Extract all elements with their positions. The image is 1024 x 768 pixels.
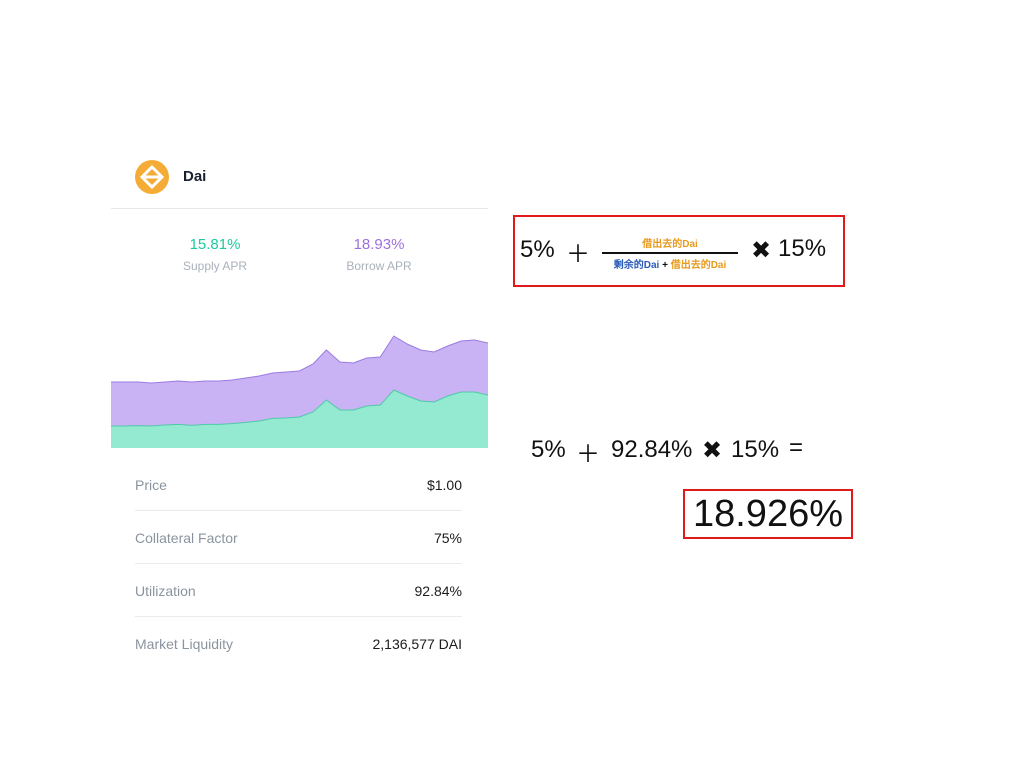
supply-apr-label: Supply APR [182,259,248,273]
dai-diamond-icon [135,160,169,194]
calc-times: ✖ [702,437,723,464]
denominator-remaining-dai: 剩余的Dai [613,260,660,271]
result-highlight-box: 18.926% [683,489,853,539]
utilization-label: Utilization [135,583,196,599]
borrow-apr-value: 18.93% [353,236,405,253]
formula-multiplier: 15% [778,235,827,262]
stat-row-market-liquidity: Market Liquidity 2,136,577 DAI [135,617,462,669]
collateral-factor-label: Collateral Factor [135,530,238,546]
chart-area-series-1 [111,390,488,448]
result-value: 18.926% [692,493,843,535]
formula-numerator: 借出去的Dai [642,239,698,250]
market-card: Dai 15.81% Supply APR 18.93% Borrow APR … [111,150,488,670]
supply-apr: 15.81% Supply APR [145,236,285,273]
formula-base-rate: 5% [520,236,555,263]
formula-highlight-box [513,215,845,287]
card-header: Dai [111,150,488,209]
stat-row-utilization: Utilization 92.84% [135,564,462,617]
calc-multiplier: 15% [731,436,780,463]
denominator-plus: + [662,260,668,271]
utilization-value: 92.84% [414,583,462,599]
price-value: $1.00 [426,477,462,493]
stat-row-price: Price $1.00 [135,458,462,511]
apr-history-chart [111,335,488,448]
market-liquidity-value: 2,136,577 DAI [372,636,462,652]
calc-utilization: 92.84% [611,436,693,463]
formula-fraction-line [602,252,738,254]
stat-row-collateral-factor: Collateral Factor 75% [135,511,462,564]
market-stats: Price $1.00 Collateral Factor 75% Utiliz… [135,458,462,669]
market-liquidity-label: Market Liquidity [135,636,234,652]
calc-equals: = [789,434,804,461]
price-label: Price [135,477,167,493]
chart-line-series-0 [111,335,488,384]
formula-times: ✖ [751,237,772,264]
supply-apr-value: 15.81% [189,236,241,253]
borrow-apr-label: Borrow APR [346,259,412,273]
calc-plus: ＋ [576,441,600,468]
borrow-apr: 18.93% Borrow APR [309,236,449,273]
token-name: Dai [183,168,207,185]
calc-base-rate: 5% [531,436,566,463]
chart-line-series-1 [111,389,488,427]
formula-plus: ＋ [566,241,590,268]
denominator-borrowed-dai: 借出去的Dai [670,260,727,271]
collateral-factor-value: 75% [433,530,462,546]
formula-denominator: 剩余的Dai + 借出去的Dai [602,256,738,271]
